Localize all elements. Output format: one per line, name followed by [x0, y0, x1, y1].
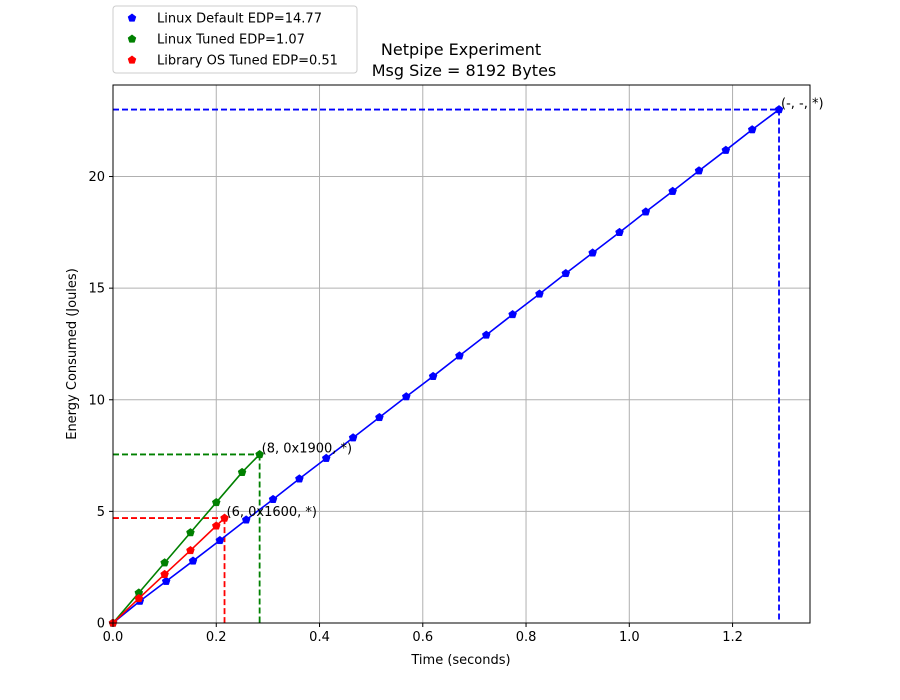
- series-marker: [561, 268, 571, 278]
- series-marker: [211, 521, 221, 530]
- series-marker: [508, 309, 517, 319]
- legend-marker: [127, 34, 137, 43]
- y-tick-label: 0: [97, 617, 105, 632]
- x-tick-label: 0.6: [412, 630, 433, 645]
- series-marker: [211, 497, 221, 507]
- plot-frame: [112, 84, 811, 624]
- x-tick-label: 1.2: [722, 630, 743, 645]
- series-marker: [160, 558, 169, 567]
- series-marker: [348, 433, 358, 442]
- series-marker: [747, 125, 757, 134]
- series-marker: [161, 576, 171, 585]
- x-tick-label: 1.0: [619, 630, 640, 645]
- series-marker: [588, 248, 597, 257]
- series-marker: [134, 593, 144, 603]
- series-marker: [721, 145, 731, 154]
- legend-marker: [127, 55, 137, 64]
- series-marker: [241, 515, 251, 524]
- series-marker: [186, 545, 195, 555]
- series-marker: [188, 556, 198, 565]
- series-marker: [237, 467, 247, 476]
- series-marker: [321, 453, 331, 462]
- x-ticks: 0.0 0.2 0.4 0.6 0.8 1.0 1.2: [103, 623, 743, 645]
- series-marker: [481, 330, 491, 339]
- series-marker: [428, 371, 438, 380]
- series-marker: [375, 412, 384, 422]
- legend-marker: [127, 13, 137, 22]
- legend-entry-label: Linux Tuned EDP=1.07: [157, 33, 305, 48]
- legend-box: [112, 5, 358, 74]
- x-tick-label: 0.4: [309, 630, 330, 645]
- x-tick-label: 0.8: [516, 630, 537, 645]
- series-marker: [401, 392, 411, 401]
- series-marker: [641, 207, 651, 216]
- series-marker: [160, 569, 169, 578]
- y-tick-label: 15: [88, 282, 105, 297]
- y-ticks: 0 5 10 15 20: [88, 170, 113, 632]
- dashed-guides: [113, 108, 780, 623]
- annotations: (-, -, *) (8, 0x1900, *) (6, 0x1600, *): [227, 97, 824, 521]
- x-axis-label: Time (seconds): [410, 653, 510, 668]
- series-marker: [615, 227, 624, 236]
- series-marker: [295, 474, 304, 483]
- y-tick-label: 20: [88, 170, 105, 185]
- series-marker: [694, 166, 704, 175]
- chart-title: Netpipe Experiment: [381, 40, 541, 59]
- series-marker: [215, 535, 225, 545]
- end-point-annotation: (8, 0x1900, *): [262, 441, 353, 456]
- series-lines: [108, 105, 784, 627]
- chart-subtitle: Msg Size = 8192 Bytes: [372, 61, 557, 80]
- series-marker: [255, 449, 264, 459]
- y-axis-label: Energy Consumed (Joules): [65, 268, 80, 440]
- y-tick-label: 10: [88, 393, 105, 408]
- series-marker: [220, 513, 229, 522]
- legend-entry-label: Library OS Tuned EDP=0.51: [157, 54, 338, 69]
- series-line: [112, 517, 226, 624]
- x-tick-label: 0.0: [103, 630, 124, 645]
- end-point-annotation: (6, 0x1600, *): [227, 505, 318, 520]
- y-tick-label: 5: [97, 505, 105, 520]
- series-marker: [668, 186, 677, 195]
- series-line: [112, 108, 780, 624]
- x-tick-label: 0.2: [206, 630, 227, 645]
- legend-entry-label: Linux Default EDP=14.77: [157, 12, 322, 27]
- series-marker: [535, 289, 544, 298]
- gridlines: [112, 85, 810, 624]
- series-marker: [186, 528, 195, 537]
- series-marker: [774, 105, 784, 114]
- series-marker: [268, 494, 278, 503]
- legend: Linux Default EDP=14.77 Linux Tuned EDP=1…: [112, 5, 358, 74]
- series-marker: [455, 351, 464, 360]
- end-point-annotation: (-, -, *): [781, 97, 824, 112]
